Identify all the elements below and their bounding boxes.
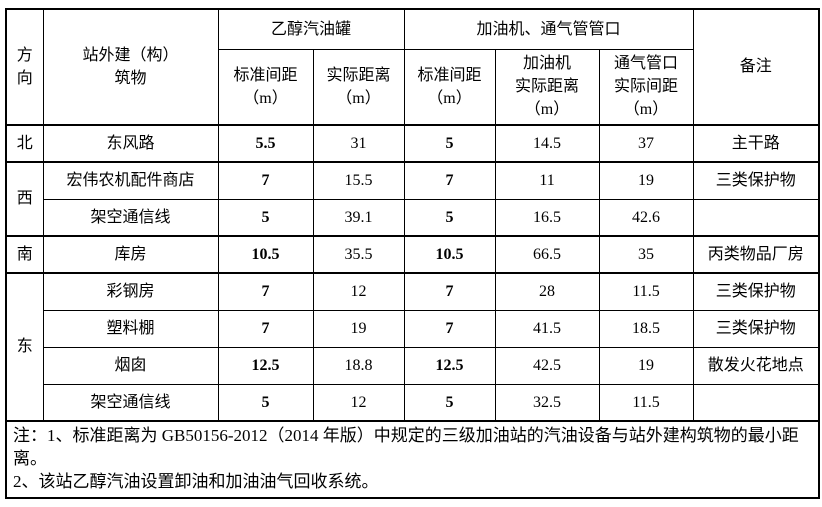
dispenser-actual-cell: 41.5: [494, 309, 600, 348]
building-cell: 烟囱: [42, 346, 219, 385]
tank-standard-cell: 10.5: [217, 235, 314, 274]
tank-standard-cell: 5: [217, 198, 314, 237]
header-group-dispenser: 加油机、通气管管口: [403, 8, 694, 50]
dispenser-actual-cell: 42.5: [494, 346, 600, 385]
dispenser-standard-cell: 5: [403, 198, 496, 237]
remark-cell: [692, 383, 820, 422]
header-remark: 备注: [692, 8, 820, 126]
vent-actual-cell: 11.5: [598, 383, 694, 422]
tank-standard-cell: 12.5: [217, 346, 314, 385]
tank-actual-cell: 18.8: [312, 346, 405, 385]
tank-actual-cell: 19: [312, 309, 405, 348]
vent-actual-cell: 35: [598, 235, 694, 274]
dispenser-actual-cell: 32.5: [494, 383, 600, 422]
direction-cell: 北: [5, 124, 44, 163]
remark-cell: 三类保护物: [692, 309, 820, 348]
dispenser-standard-cell: 7: [403, 272, 496, 311]
dispenser-standard-cell: 5: [403, 124, 496, 163]
table-row: 西 宏伟农机配件商店 7 15.5 7 11 19 三类保护物: [5, 161, 820, 237]
table-row: 烟囱 12.5 18.8 12.5 42.5 19 散发火花地点: [6, 346, 820, 385]
header-sub-row: 标准间距 （m） 实际距离 （m） 标准间距 （m） 加油机 实际距离 （m） …: [6, 48, 819, 126]
tank-standard-cell: 7: [217, 161, 314, 200]
dispenser-standard-cell: 7: [403, 309, 496, 348]
dispenser-standard-cell: 12.5: [403, 346, 496, 385]
remark-cell: 散发火花地点: [692, 346, 820, 385]
direction-cell: 西: [5, 161, 44, 237]
tank-standard-cell: 7: [217, 309, 314, 348]
remark-cell: 丙类物品厂房: [692, 235, 820, 274]
vent-actual-cell: 19: [598, 346, 694, 385]
direction-cell: 东: [5, 272, 44, 422]
remark-cell: [692, 198, 820, 237]
table-row: 架空通信线 5 39.1 5 16.5 42.6: [6, 198, 820, 237]
remark-cell: 三类保护物: [692, 272, 820, 311]
dispenser-standard-cell: 10.5: [403, 235, 496, 274]
notes-cell: 注：1、标准距离为 GB50156-2012（2014 年版）中规定的三级加油站…: [5, 420, 820, 499]
building-cell: 塑料棚: [42, 309, 219, 348]
header-dispenser-standard: 标准间距 （m）: [403, 48, 496, 126]
direction-cell: 南: [5, 235, 44, 274]
note-line-2: 2、该站乙醇汽油设置卸油和加油油气回收系统。: [13, 471, 379, 491]
header-tank-standard: 标准间距 （m）: [217, 48, 314, 126]
tank-standard-cell: 5: [217, 383, 314, 422]
tank-actual-cell: 31: [312, 124, 405, 163]
header-group-tank: 乙醇汽油罐: [217, 8, 405, 50]
header-direction: 方 向: [5, 8, 44, 126]
distance-table: 方 向 站外建（构） 筑物 乙醇汽油罐 加油机、通气管管口 备注 标准间距 （m…: [5, 8, 821, 499]
tank-standard-cell: 5.5: [217, 124, 314, 163]
table-row: 架空通信线 5 12 5 32.5 11.5: [6, 383, 820, 422]
dispenser-actual-cell: 28: [494, 272, 600, 311]
building-cell: 宏伟农机配件商店: [42, 161, 219, 200]
header-tank-actual: 实际距离 （m）: [312, 48, 405, 126]
dispenser-actual-cell: 14.5: [494, 124, 600, 163]
tank-actual-cell: 35.5: [312, 235, 405, 274]
table-row: 塑料棚 7 19 7 41.5 18.5 三类保护物: [6, 309, 820, 348]
vent-actual-cell: 11.5: [598, 272, 694, 311]
tank-actual-cell: 39.1: [312, 198, 405, 237]
dispenser-actual-cell: 66.5: [494, 235, 600, 274]
dispenser-standard-cell: 5: [403, 383, 496, 422]
note-line-1: 注：1、标准距离为 GB50156-2012（2014 年版）中规定的三级加油站…: [13, 426, 799, 468]
dispenser-actual-cell: 11: [494, 161, 600, 200]
header-group-row: 方 向 站外建（构） 筑物 乙醇汽油罐 加油机、通气管管口 备注: [5, 8, 820, 126]
header-dispenser-actual: 加油机 实际距离 （m）: [494, 48, 600, 126]
building-cell: 东风路: [42, 124, 219, 163]
table-row: 北 东风路 5.5 31 5 14.5 37 主干路: [5, 124, 820, 163]
tank-actual-cell: 12: [312, 383, 405, 422]
notes-row: 注：1、标准距离为 GB50156-2012（2014 年版）中规定的三级加油站…: [5, 420, 820, 499]
building-cell: 架空通信线: [42, 383, 219, 422]
header-building: 站外建（构） 筑物: [42, 8, 219, 126]
tank-actual-cell: 12: [312, 272, 405, 311]
tank-standard-cell: 7: [217, 272, 314, 311]
building-cell: 架空通信线: [42, 198, 219, 237]
remark-cell: 主干路: [692, 124, 820, 163]
remark-cell: 三类保护物: [692, 161, 820, 200]
vent-actual-cell: 19: [598, 161, 694, 200]
building-cell: 库房: [42, 235, 219, 274]
building-cell: 彩钢房: [42, 272, 219, 311]
header-vent-actual: 通气管口 实际间距 （m）: [598, 48, 694, 126]
dispenser-actual-cell: 16.5: [494, 198, 600, 237]
table-row: 南 库房 10.5 35.5 10.5 66.5 35 丙类物品厂房: [5, 235, 820, 274]
table-row: 东 彩钢房 7 12 7 28 11.5 三类保护物: [5, 272, 820, 422]
vent-actual-cell: 37: [598, 124, 694, 163]
tank-actual-cell: 15.5: [312, 161, 405, 200]
vent-actual-cell: 18.5: [598, 309, 694, 348]
dispenser-standard-cell: 7: [403, 161, 496, 200]
vent-actual-cell: 42.6: [598, 198, 694, 237]
